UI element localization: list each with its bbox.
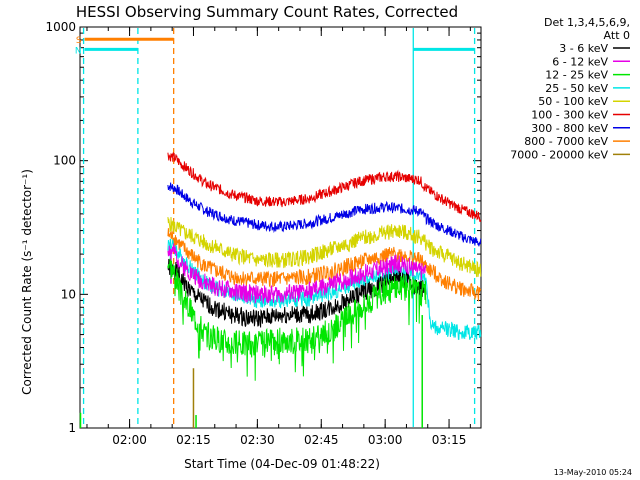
legend-header-line-2: Att 0	[604, 29, 630, 42]
series-line-3-6-kev	[167, 258, 427, 328]
x-tick-label: 03:00	[368, 433, 403, 447]
x-tick-label: 02:30	[240, 433, 275, 447]
legend-label: 100 - 300 keV	[531, 109, 608, 122]
legend-label: 800 - 7000 keV	[524, 135, 608, 148]
series-line-6-12-kev	[167, 243, 427, 305]
legend-label: 3 - 6 keV	[559, 42, 608, 55]
series-line-12-25-kev	[167, 258, 427, 381]
y-axis-label: Corrected Count Rate (s⁻¹ detector⁻¹)	[20, 169, 34, 395]
x-tick-label: 03:15	[432, 433, 467, 447]
y-tick-label: 10	[61, 287, 76, 301]
legend-label: 12 - 25 keV	[545, 69, 608, 82]
legend-label: 50 - 100 keV	[538, 95, 608, 108]
legend-label: 7000 - 20000 keV	[510, 148, 608, 161]
generation-timestamp: 13-May-2010 05:24	[554, 468, 632, 477]
series-line-300-800-kev	[167, 182, 482, 247]
y-tick-label: 100	[53, 154, 76, 168]
series-line-800-7000-kev	[167, 228, 482, 302]
chart-title: HESSI Observing Summary Count Rates, Cor…	[76, 3, 458, 21]
state-bar-label: N	[75, 46, 82, 56]
x-axis-label: Start Time (04-Dec-09 01:48:22)	[184, 457, 380, 471]
series-line-100-300-kev	[167, 152, 482, 222]
x-tick-label: 02:00	[112, 433, 147, 447]
series-line-50-100-kev	[167, 216, 482, 278]
y-tick-label: 1	[68, 421, 76, 435]
legend-header-line-1: Det 1,3,4,5,6,9,	[544, 16, 630, 29]
state-bar-label: S	[76, 36, 82, 46]
y-tick-label: 1000	[45, 20, 76, 34]
plot-area: 1 10 100 1000 02:00 02:15 02:30 02:45 03:00 03:15…	[45, 20, 482, 447]
plot-frame	[79, 26, 482, 429]
legend-label: 25 - 50 keV	[545, 82, 608, 95]
legend-label: 6 - 12 keV	[552, 55, 608, 68]
x-tick-label: 02:45	[304, 433, 339, 447]
x-tick-label: 02:15	[176, 433, 211, 447]
legend-label: 300 - 800 keV	[531, 122, 608, 135]
